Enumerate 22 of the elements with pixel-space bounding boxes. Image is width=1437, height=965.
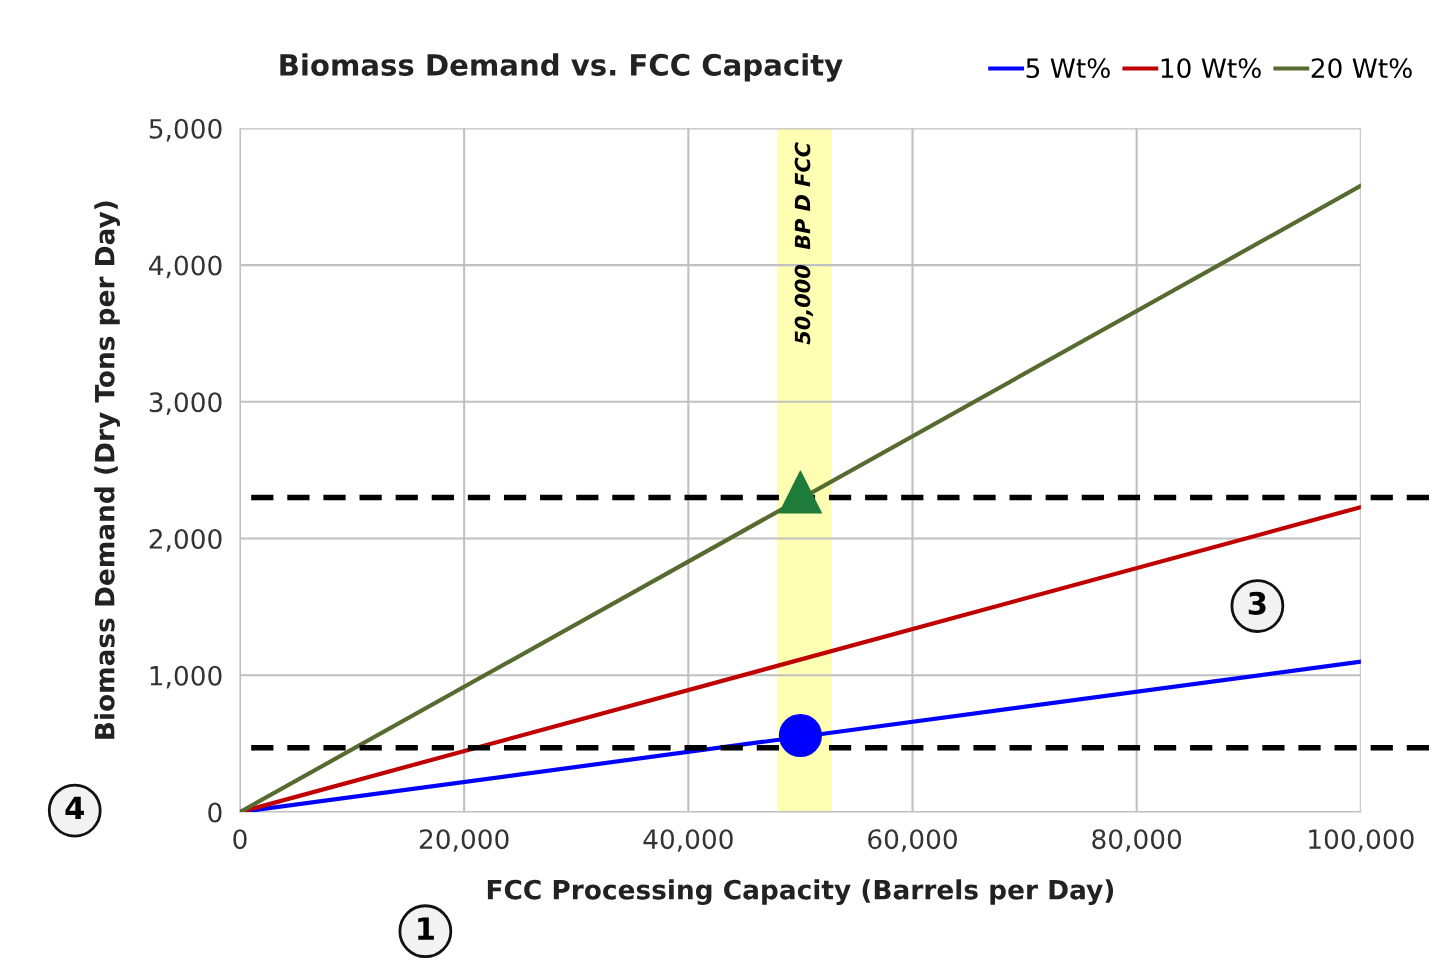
annotation: 3 (1248, 591, 1266, 615)
y-tick-label: 0 (208, 802, 222, 823)
y-tick-label: 4,000 (149, 255, 222, 279)
x-tick-label: 100,000 (1309, 829, 1414, 852)
x-tick-label: 20,000 (419, 829, 509, 852)
legend-label: 10 Wt% (1161, 58, 1261, 79)
y-axis-title: Biomass Demand (Dry Tons per Day) (94, 201, 120, 739)
x-tick-label: 40,000 (643, 829, 733, 852)
legend-label: 5 Wt% (1026, 58, 1110, 79)
text: 4 (65, 796, 84, 820)
x-tick-label: 0 (233, 829, 247, 850)
y-tick-label: 5,000 (149, 118, 222, 142)
y-tick-label: 2,000 (149, 529, 222, 552)
text: 1 (418, 917, 434, 940)
x-tick-label: 60,000 (868, 829, 957, 852)
chart-title: Biomass Demand vs. FCC Capacity (280, 53, 843, 82)
legend-label: 20 Wt% (1311, 58, 1412, 79)
x-tick-label: 80,000 (1092, 829, 1182, 852)
y-tick-label: 1,000 (150, 665, 222, 689)
band-label: 50,000 BP D FCC (794, 142, 814, 345)
x-axis-title: FCC Processing Capacity (Barrels per Day) (487, 879, 1114, 905)
y-tick-label: 3,000 (149, 392, 222, 415)
